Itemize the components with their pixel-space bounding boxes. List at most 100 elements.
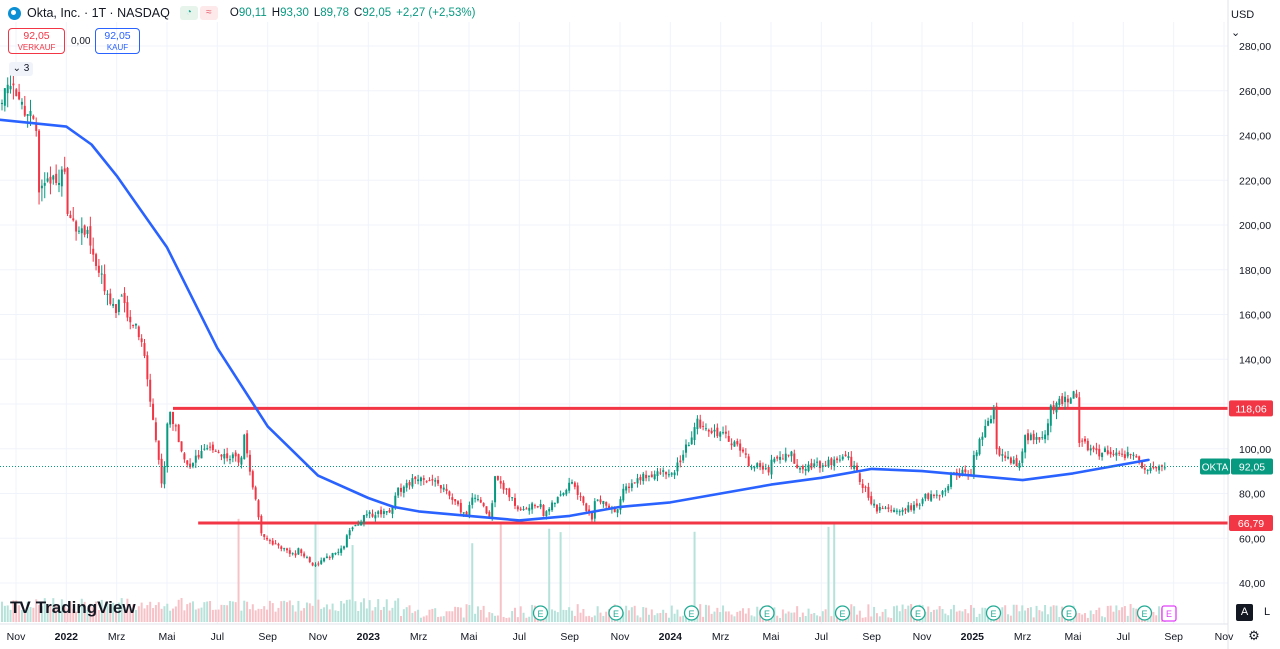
earnings-marker[interactable] (834, 605, 851, 621)
volume-bar (15, 600, 18, 622)
volume-bar (266, 609, 269, 622)
volume-bar (112, 602, 115, 622)
candle-body (351, 527, 354, 530)
candle-body (650, 474, 653, 478)
volume-bar (348, 599, 351, 622)
candle-body (499, 481, 502, 484)
volume-bar (807, 608, 810, 622)
volume-bar (585, 616, 588, 622)
volume-bar (169, 610, 172, 622)
earnings-marker[interactable] (1061, 605, 1077, 621)
candle-body (1084, 438, 1086, 442)
candle-body (989, 419, 992, 423)
horizontal-price-lines[interactable] (173, 406, 1228, 525)
candle-body (448, 491, 451, 496)
time-axis[interactable]: Nov 2022 Mrz Mai Jul Sep Nov 2023 Mrz Mai Jul Sep No… (7, 631, 1234, 643)
volume-bar (884, 609, 887, 622)
market-open-icon[interactable]: ◔ (179, 6, 198, 20)
candle-body (761, 465, 764, 470)
indicators-toggle-button[interactable]: ⌄ 3 (9, 62, 33, 76)
candle-body (1141, 460, 1143, 468)
volume-bar (713, 611, 716, 622)
volume-bar (1075, 613, 1078, 622)
candle-body (340, 548, 343, 553)
currency-selector[interactable]: USD ⌄ (1231, 9, 1255, 39)
volume-bar (813, 613, 816, 622)
delayed-data-icon[interactable]: ≈ (199, 6, 218, 20)
earnings-marker[interactable] (683, 605, 700, 621)
volume-bar (126, 598, 129, 622)
volume-bar (328, 609, 331, 622)
auto-scale-button[interactable]: A (1236, 604, 1253, 621)
candle-body (924, 493, 927, 499)
candle-body (1135, 456, 1138, 458)
volume-bar (380, 609, 383, 622)
price-axis[interactable]: 40,0060,0080,00100,00120,00140,00160,001… (1239, 41, 1271, 590)
upcoming-earnings-marker[interactable] (1161, 605, 1177, 622)
candle-body (730, 443, 733, 446)
candle-body (1112, 453, 1115, 455)
candle-body (987, 420, 990, 426)
earnings-marker[interactable] (608, 605, 624, 621)
tradingview-logo[interactable]: TV TradingView (10, 598, 136, 618)
candle-body (913, 504, 915, 511)
candle-body (713, 429, 716, 432)
volume-bar (49, 605, 52, 622)
candle-body (875, 504, 878, 512)
volume-bar (234, 602, 237, 622)
x-tick-label: Jul (815, 631, 828, 643)
earnings-marker[interactable] (759, 605, 775, 621)
candle-body (1098, 448, 1101, 457)
gear-icon[interactable]: ⚙ (1248, 628, 1260, 643)
x-tick-label: Nov (1215, 631, 1234, 643)
candle-body (146, 355, 149, 380)
earnings-marker-label: E (1066, 609, 1072, 619)
volume-bar (345, 599, 348, 622)
volume-bar (174, 606, 177, 622)
candle-body (485, 506, 488, 514)
volume-bar (123, 607, 126, 622)
volume-bar (494, 615, 497, 622)
candle-body (710, 430, 713, 433)
volume-bar (856, 614, 858, 622)
candle-body (545, 511, 548, 517)
candle-body (850, 456, 853, 467)
volume-bar (97, 610, 100, 622)
volume-bar (286, 602, 288, 622)
symbol-title[interactable]: Okta, Inc. · 1T · NASDAQ (27, 6, 170, 20)
earnings-marker[interactable] (910, 605, 926, 621)
volume-bar (100, 599, 103, 622)
candle-body (360, 521, 363, 526)
candle-body (75, 221, 78, 232)
volume-bar (343, 603, 345, 622)
earnings-marker[interactable] (985, 605, 1002, 621)
earnings-marker[interactable] (1136, 605, 1153, 621)
log-scale-button[interactable]: L (1263, 606, 1271, 618)
candle-body (895, 510, 898, 512)
volume-bar (605, 611, 608, 622)
y-tick-label: 80,00 (1239, 489, 1265, 501)
candle-body (297, 548, 300, 555)
volume-bar (243, 600, 246, 622)
volume-bar (394, 600, 397, 622)
volume-bar (867, 604, 870, 622)
candle-body (391, 507, 394, 514)
volume-bar (391, 607, 394, 622)
candle-body (169, 412, 172, 425)
sell-button[interactable]: 92,05 VERKAUF (8, 28, 65, 54)
volume-bar (858, 610, 861, 622)
volume-bar (140, 602, 143, 622)
volume-bar (1149, 614, 1152, 622)
candle-body (776, 456, 779, 459)
earnings-marker[interactable] (532, 605, 549, 621)
buy-button[interactable]: 92,05 KAUF (95, 28, 140, 54)
candle-body (984, 425, 987, 438)
volume-bar (431, 608, 434, 622)
volume-bar (553, 610, 556, 622)
candle-body (1101, 452, 1104, 458)
candle-body (382, 511, 385, 515)
volume-bar (294, 611, 297, 622)
candle-body (1055, 402, 1058, 413)
